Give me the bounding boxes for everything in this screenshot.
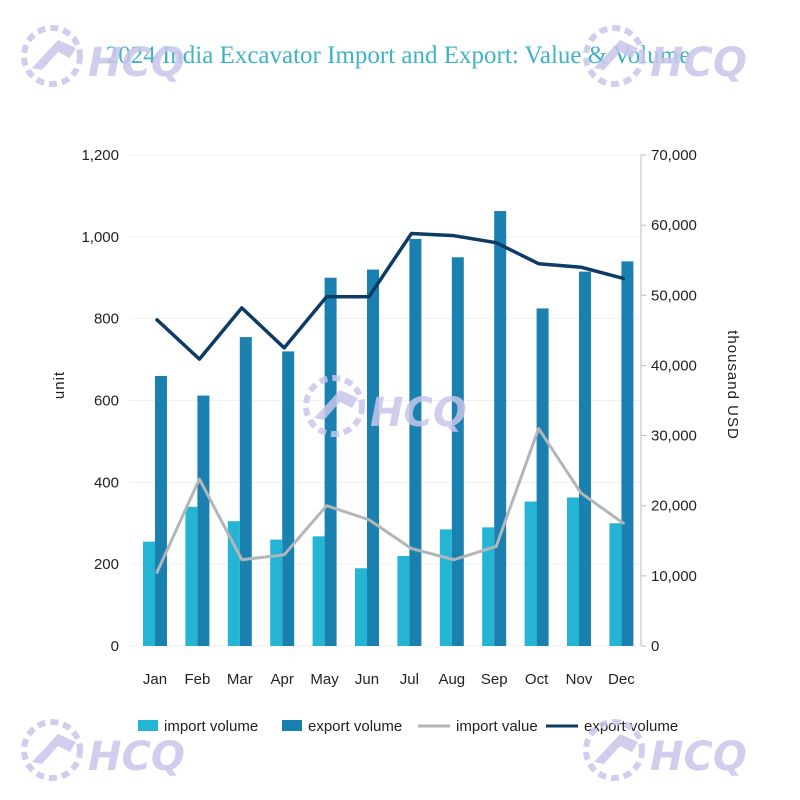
watermark: HCQ xyxy=(583,25,747,87)
watermark-text: HCQ xyxy=(650,40,747,86)
y-tick-label-left: 800 xyxy=(94,311,119,328)
excavator-gear-icon xyxy=(21,719,83,781)
bar-import-volume-mar xyxy=(227,521,240,646)
gridlines xyxy=(130,154,641,647)
x-tick-label: Dec xyxy=(608,671,635,688)
watermark-text: HCQ xyxy=(88,734,185,780)
x-tick-label: Jul xyxy=(400,671,419,688)
watermarks: HCQ HCQ HCQ HCQ HCQ xyxy=(21,25,747,781)
x-axis-ticks: Jan Feb Mar Apr May Jun Jul Aug Sep Oct Nov Dec xyxy=(143,671,635,688)
legend-swatch xyxy=(282,720,302,731)
excavator-gear-icon xyxy=(583,719,645,781)
y-axis-label-right: thousand USD xyxy=(724,330,741,440)
right-axis-ticks: 0 10,000 20,000 30,000 40,000 50,000 60,000 70,… xyxy=(641,147,697,655)
watermark-text: HCQ xyxy=(88,40,185,86)
x-tick-label: Sep xyxy=(481,671,508,688)
bar-import-volume-jul xyxy=(397,555,410,646)
x-tick-label: May xyxy=(310,671,339,688)
bar-export-volume-nov xyxy=(579,271,591,646)
watermark-text: HCQ xyxy=(370,390,467,436)
x-tick-label: Jan xyxy=(143,671,167,688)
y-tick-label-right: 70,000 xyxy=(651,147,697,164)
line-series xyxy=(155,231,626,574)
y-tick-label-left: 200 xyxy=(94,556,119,573)
legend-swatch xyxy=(138,720,158,731)
x-tick-label: Nov xyxy=(566,671,593,688)
y-tick-label-right: 50,000 xyxy=(651,287,697,304)
bar-import-volume-feb xyxy=(185,506,198,646)
bar-import-volume-jun xyxy=(355,568,367,646)
x-tick-label: Apr xyxy=(271,671,294,688)
bar-import-volume-oct xyxy=(524,501,537,646)
legend-label: import volume xyxy=(164,718,258,735)
x-tick-label: Feb xyxy=(184,671,210,688)
y-tick-label-right: 30,000 xyxy=(651,428,697,445)
bar-export-volume-jul xyxy=(409,238,422,647)
x-tick-label: Oct xyxy=(525,671,549,688)
bar-export-volume-may xyxy=(324,277,337,646)
watermark: HCQ xyxy=(583,719,747,781)
left-axis-ticks: 0 200 400 600 800 1,000 1,200 xyxy=(81,147,119,655)
bar-series xyxy=(143,211,634,647)
bar-export-volume-dec xyxy=(621,261,634,646)
bar-export-volume-jan xyxy=(155,375,167,646)
bar-import-volume-sep xyxy=(482,527,495,646)
y-tick-label-right: 40,000 xyxy=(651,357,697,374)
bar-export-volume-sep xyxy=(494,211,507,646)
legend: import volume export volume import value ex… xyxy=(138,718,678,735)
bar-import-volume-jan xyxy=(143,541,155,646)
x-tick-label: Jun xyxy=(355,671,379,688)
y-tick-label-left: 0 xyxy=(111,638,119,655)
watermark: HCQ xyxy=(21,719,185,781)
bar-export-volume-jun xyxy=(367,269,379,646)
watermark-text: HCQ xyxy=(650,734,747,780)
y-tick-label-right: 20,000 xyxy=(651,498,697,515)
bar-import-volume-dec xyxy=(609,523,622,646)
watermark: HCQ xyxy=(303,375,467,437)
chart-title: 2024 India Excavator Import and Export: … xyxy=(106,42,691,69)
line-import-value xyxy=(155,427,625,574)
bar-export-volume-feb xyxy=(197,395,210,646)
x-tick-label: Mar xyxy=(227,671,253,688)
bar-import-volume-aug xyxy=(439,529,452,646)
y-tick-label-left: 1,000 xyxy=(81,229,119,246)
line-export-volume-line xyxy=(155,231,626,361)
bar-export-volume-apr xyxy=(282,351,295,646)
watermark: HCQ xyxy=(21,25,185,87)
bar-export-volume-oct xyxy=(536,308,549,646)
legend-label: export volume xyxy=(308,718,402,735)
y-tick-label-left: 400 xyxy=(94,474,119,491)
y-tick-label-right: 10,000 xyxy=(651,568,697,585)
bar-import-volume-apr xyxy=(270,539,283,646)
excavator-gear-icon xyxy=(21,25,83,87)
excavator-gear-icon xyxy=(583,25,645,87)
bar-export-volume-mar xyxy=(239,337,252,646)
bar-export-volume-aug xyxy=(451,257,464,646)
y-tick-label-right: 60,000 xyxy=(651,217,697,234)
y-tick-label-left: 600 xyxy=(94,393,119,410)
bar-import-volume-nov xyxy=(567,497,579,646)
legend-label: import value xyxy=(456,718,538,735)
x-tick-label: Aug xyxy=(438,671,465,688)
y-tick-label-left: 1,200 xyxy=(81,147,119,164)
y-axis-label-left: unit xyxy=(51,371,68,399)
bar-import-volume-may xyxy=(312,536,325,646)
excavator-gear-icon xyxy=(303,375,365,437)
y-tick-label-right: 0 xyxy=(651,638,659,655)
